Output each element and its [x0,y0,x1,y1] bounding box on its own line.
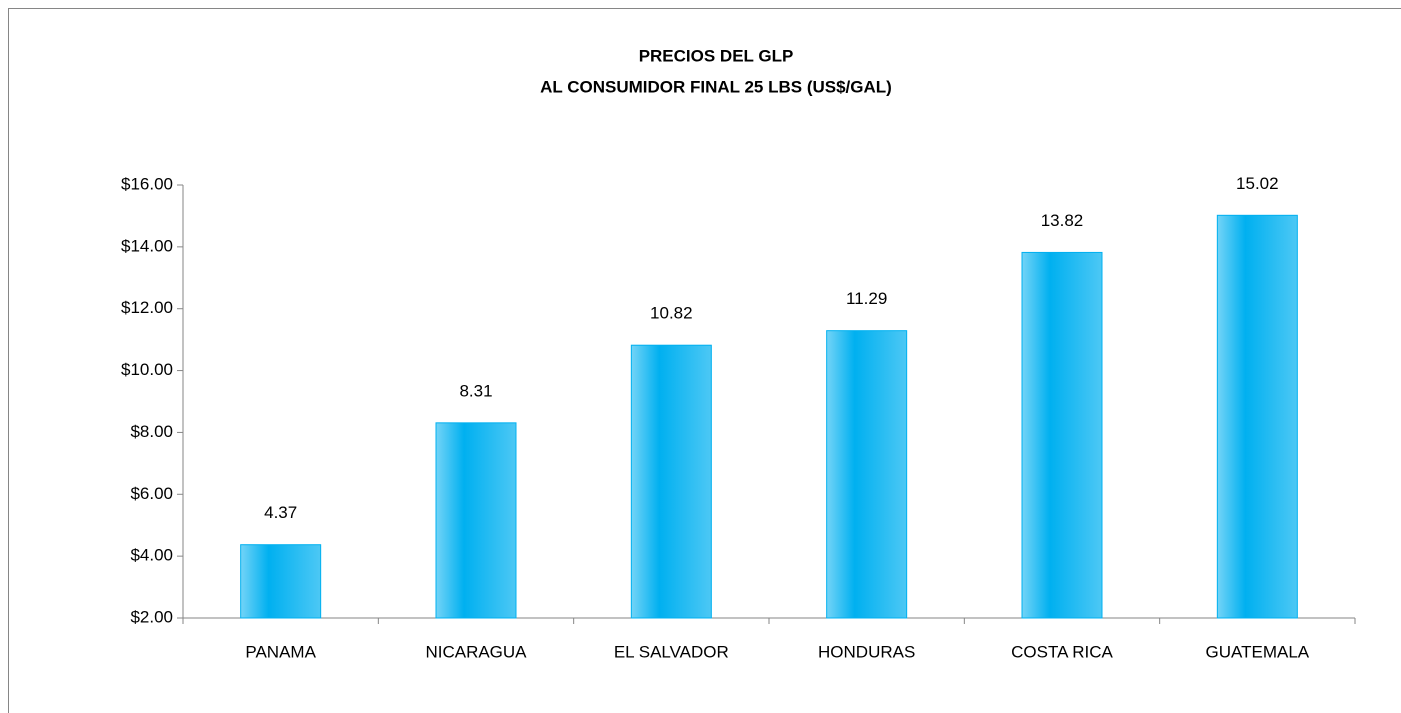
chart-subtitle: AL CONSUMIDOR FINAL 25 LBS (US$/GAL) [540,77,892,96]
y-tick-label: $16.00 [121,174,173,193]
y-tick-label: $8.00 [130,422,173,441]
y-tick-label: $12.00 [121,298,173,317]
x-tick-label: GUATEMALA [1206,642,1310,661]
bar [1021,251,1103,619]
x-tick-label: EL SALVADOR [614,642,729,661]
x-tick-label: NICARAGUA [425,642,527,661]
data-label: 13.82 [1041,211,1084,230]
data-label: 8.31 [459,381,492,400]
y-tick-label: $14.00 [121,236,173,255]
bar [826,330,908,619]
y-tick-label: $10.00 [121,360,173,379]
bar [1216,214,1298,619]
chart-border [8,8,1401,713]
chart-title: PRECIOS DEL GLP [639,46,794,65]
data-label: 4.37 [264,503,297,522]
data-label: 11.29 [846,289,887,308]
x-tick-label: PANAMA [245,642,316,661]
y-tick-label: $6.00 [130,484,173,503]
x-tick-label: HONDURAS [818,642,915,661]
data-label: 10.82 [650,304,693,323]
bar [630,344,712,619]
data-label: 15.02 [1236,174,1279,193]
y-tick-label: $4.00 [130,546,173,565]
bar [240,544,322,619]
y-tick-label: $2.00 [130,607,173,626]
x-tick-label: COSTA RICA [1011,642,1113,661]
bar [435,422,517,619]
